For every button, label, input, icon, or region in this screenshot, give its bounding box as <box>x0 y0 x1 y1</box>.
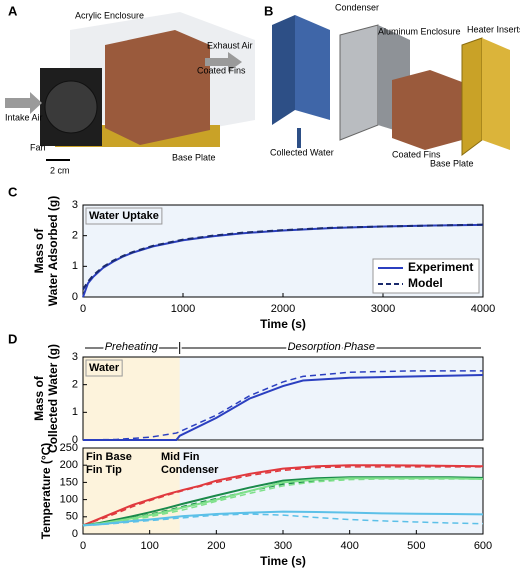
x-tick-label: 0 <box>80 303 86 315</box>
condenser <box>272 15 295 125</box>
label: Exhaust Air <box>207 40 253 50</box>
x-tick-label: 3000 <box>371 303 395 315</box>
y-axis-label: Mass of <box>32 228 46 274</box>
annotation-box <box>85 359 123 377</box>
x-tick-label: 400 <box>340 540 358 552</box>
phase-label: Desorption Phase <box>288 341 375 353</box>
fan-blades <box>44 80 98 134</box>
label: Heater Inserts <box>467 24 520 34</box>
label: Base Plate <box>430 158 474 168</box>
scale-label: 2 cm <box>50 165 70 175</box>
y-tick-label: 150 <box>60 476 78 488</box>
series-line <box>82 223 484 290</box>
y-axis-label: Water Adsorbed (g) <box>46 196 60 306</box>
x-axis-label: Time (s) <box>260 554 306 568</box>
legend-label: Condenser <box>161 464 219 476</box>
annotation: Water <box>89 362 120 374</box>
label: Base Plate <box>172 152 216 162</box>
y-tick-label: 0 <box>72 291 78 303</box>
intake-arrow <box>5 92 42 114</box>
y-tick-label: 1 <box>72 406 78 418</box>
legend-label: Fin Tip <box>86 464 122 476</box>
legend-label: Fin Base <box>86 451 132 463</box>
y-tick-label: 1 <box>72 260 78 272</box>
panel-label: C <box>8 184 18 199</box>
y-tick-label: 100 <box>60 494 78 506</box>
x-tick-label: 2000 <box>271 303 295 315</box>
x-tick-label: 1000 <box>171 303 195 315</box>
label: Coated Fins <box>392 149 441 159</box>
exhaust-arrow <box>205 52 242 72</box>
y-tick-label: 250 <box>60 442 78 454</box>
base-plate <box>461 37 483 156</box>
x-axis-label: Time (s) <box>260 317 306 331</box>
y-axis-label: Collected Water (g) <box>46 344 60 453</box>
panel-label: D <box>8 331 17 346</box>
series-line <box>82 477 484 527</box>
y-tick-label: 50 <box>66 511 78 523</box>
series-line <box>82 370 483 441</box>
phase-label: Preheating <box>105 341 159 353</box>
series-line <box>82 510 484 527</box>
label: Condenser <box>335 2 379 12</box>
panel-label: B <box>264 3 273 18</box>
coated-fins <box>392 70 462 150</box>
x-tick-label: 200 <box>207 540 225 552</box>
shaded-region <box>83 357 180 440</box>
series-line <box>83 373 484 441</box>
x-tick-label: 4000 <box>471 303 495 315</box>
y-axis-label: Temperature (°C) <box>39 443 53 540</box>
y-tick-label: 3 <box>72 351 78 363</box>
label: Intake Air <box>5 112 43 122</box>
y-tick-label: 2 <box>72 230 78 242</box>
legend-label: Experiment <box>408 260 473 274</box>
base-plate-face <box>482 38 510 150</box>
x-tick-label: 300 <box>274 540 292 552</box>
legend-label: Mid Fin <box>161 451 200 463</box>
label: Coated Fins <box>197 65 246 75</box>
panel-label: A <box>8 3 18 18</box>
series-line <box>82 464 484 527</box>
coated-fins <box>105 30 210 145</box>
y-tick-label: 2 <box>72 379 78 391</box>
annotation: Water Uptake <box>89 210 159 222</box>
legend-label: Model <box>408 276 443 290</box>
label: Fan <box>30 142 46 152</box>
y-tick-label: 3 <box>72 199 78 211</box>
aluminum-enclosure <box>339 24 379 141</box>
series-line <box>82 466 483 527</box>
legend-box <box>372 258 480 294</box>
annotation-box <box>85 207 163 225</box>
label: Aluminum Enclosure <box>378 26 461 36</box>
x-tick-label: 600 <box>474 540 492 552</box>
label: Collected Water <box>270 147 334 157</box>
condenser-face <box>295 15 330 120</box>
series-line <box>82 476 484 527</box>
y-tick-label: 0 <box>72 528 78 540</box>
x-tick-label: 0 <box>80 540 86 552</box>
x-tick-label: 100 <box>140 540 158 552</box>
y-tick-label: 200 <box>60 459 78 471</box>
y-axis-label: Mass of <box>32 375 46 421</box>
label: Acrylic Enclosure <box>75 10 144 20</box>
plot-frame <box>82 356 484 441</box>
y-tick-label: 0 <box>72 434 78 446</box>
drain <box>297 128 301 148</box>
x-tick-label: 500 <box>407 540 425 552</box>
